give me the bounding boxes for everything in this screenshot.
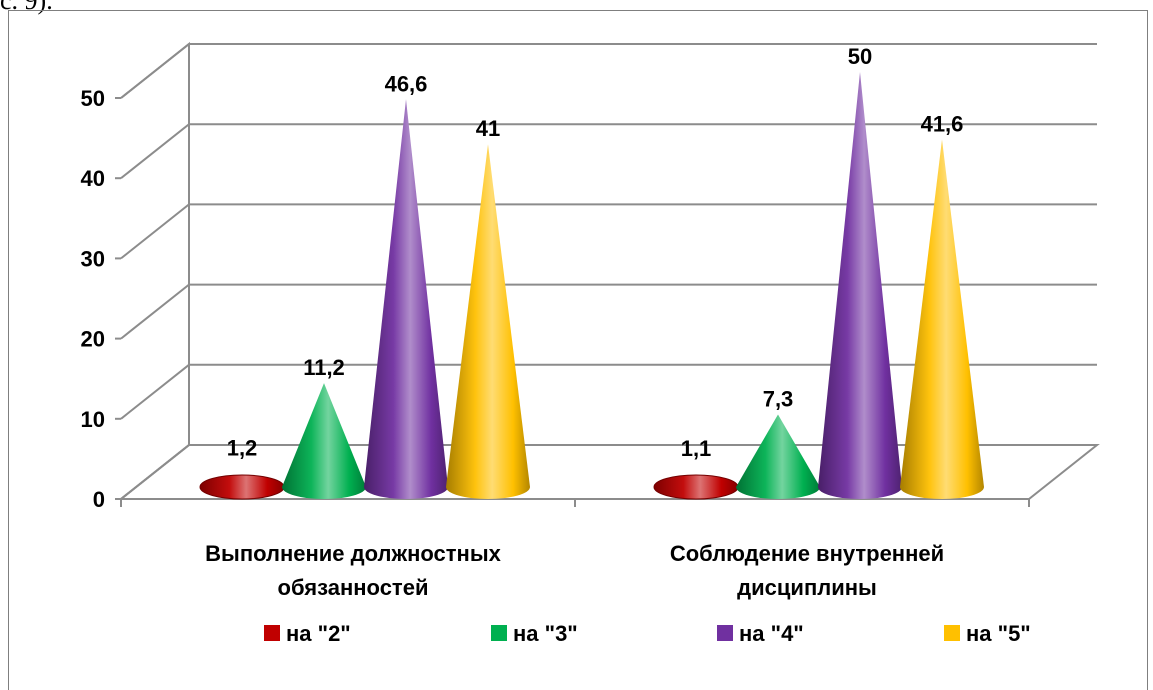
side-wall bbox=[120, 41, 190, 500]
y-tick-label: 50 bbox=[81, 86, 105, 111]
data-label: 41 bbox=[476, 116, 500, 141]
legend-label: на "2" bbox=[286, 621, 351, 646]
legend-swatch bbox=[717, 625, 733, 641]
legend-label: на "3" bbox=[513, 621, 578, 646]
legend-entry: на "3" bbox=[491, 621, 578, 646]
y-tick-label: 20 bbox=[81, 327, 105, 352]
cone-mark bbox=[282, 383, 366, 499]
y-tick-label: 40 bbox=[81, 166, 105, 191]
x-axis bbox=[120, 499, 1030, 507]
data-label: 1,1 bbox=[681, 436, 712, 461]
legend: на "2" на "3" на "4" на "5" bbox=[264, 621, 1031, 646]
chart-frame: 0 10 20 30 40 50 1,2 11,2 46,6 41 1,1 7,3 50 41,6 Вы… bbox=[8, 10, 1148, 690]
data-labels: 1,2 11,2 46,6 41 1,1 7,3 50 41,6 bbox=[227, 44, 964, 461]
y-tick-label: 10 bbox=[81, 407, 105, 432]
category-label: дисциплины bbox=[737, 575, 877, 600]
cone-body bbox=[818, 72, 902, 499]
legend-entry: на "4" bbox=[717, 621, 804, 646]
y-tick-label: 30 bbox=[81, 246, 105, 271]
legend-swatch bbox=[264, 625, 280, 641]
legend-label: на "5" bbox=[966, 621, 1031, 646]
cone-base bbox=[653, 474, 739, 500]
category-label: Выполнение должностных bbox=[205, 541, 501, 566]
gridline bbox=[120, 123, 1097, 179]
cone-body bbox=[364, 99, 448, 499]
cone-body bbox=[736, 414, 820, 499]
data-label: 1,2 bbox=[227, 435, 258, 460]
legend-entry: на "2" bbox=[264, 621, 351, 646]
gridline bbox=[120, 203, 1097, 260]
data-label: 50 bbox=[848, 44, 872, 69]
y-tick-label: 0 bbox=[93, 487, 105, 512]
cone-mark bbox=[736, 414, 820, 499]
cone-mark bbox=[199, 474, 285, 500]
category-label: обязанностей bbox=[278, 575, 429, 600]
data-label: 46,6 bbox=[385, 71, 428, 96]
cone-mark bbox=[818, 72, 902, 499]
data-label: 41,6 bbox=[921, 111, 964, 136]
cone-mark bbox=[900, 139, 984, 500]
data-label: 11,2 bbox=[303, 355, 345, 380]
legend-swatch bbox=[491, 625, 507, 641]
legend-swatch bbox=[944, 625, 960, 641]
y-axis-ticks: 0 10 20 30 40 50 bbox=[81, 86, 121, 512]
cone-body bbox=[900, 139, 984, 500]
cone-base bbox=[199, 474, 285, 500]
cone-mark bbox=[446, 144, 530, 499]
cone-body bbox=[282, 383, 366, 499]
legend-entry: на "5" bbox=[944, 621, 1031, 646]
cone-body bbox=[446, 144, 530, 499]
legend-label: на "4" bbox=[739, 621, 804, 646]
cone-mark bbox=[653, 474, 739, 500]
gridline bbox=[120, 43, 1097, 99]
category-labels: Выполнение должностных обязанностей Соблюд… bbox=[205, 541, 944, 600]
cone-mark bbox=[364, 99, 448, 499]
gridline bbox=[120, 283, 1097, 340]
cone-chart: 0 10 20 30 40 50 1,2 11,2 46,6 41 1,1 7,3 50 41,6 Вы… bbox=[81, 41, 1100, 646]
data-label: 7,3 bbox=[763, 386, 794, 411]
gridline bbox=[120, 363, 1097, 420]
category-label: Соблюдение внутренней bbox=[670, 541, 944, 566]
cones bbox=[199, 72, 984, 500]
page-top-text: с. 9). bbox=[0, 0, 53, 15]
